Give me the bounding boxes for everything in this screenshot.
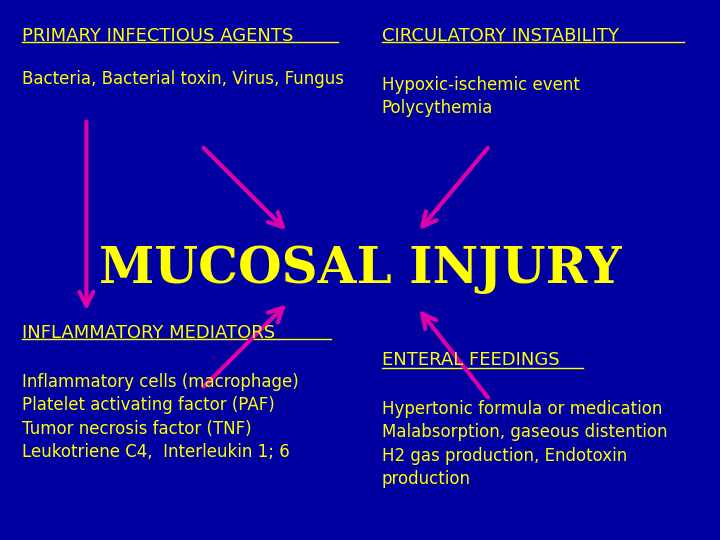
Text: Inflammatory cells (macrophage)
Platelet activating factor (PAF)
Tumor necrosis : Inflammatory cells (macrophage) Platelet… xyxy=(22,373,298,461)
Text: MUCOSAL INJURY: MUCOSAL INJURY xyxy=(99,246,621,294)
Text: Hypoxic-ischemic event
Polycythemia: Hypoxic-ischemic event Polycythemia xyxy=(382,76,580,117)
Text: Bacteria, Bacterial toxin, Virus, Fungus: Bacteria, Bacterial toxin, Virus, Fungus xyxy=(22,70,343,88)
Text: INFLAMMATORY MEDIATORS: INFLAMMATORY MEDIATORS xyxy=(22,324,275,342)
Text: CIRCULATORY INSTABILITY: CIRCULATORY INSTABILITY xyxy=(382,27,618,45)
Text: ENTERAL FEEDINGS: ENTERAL FEEDINGS xyxy=(382,351,559,369)
Text: PRIMARY INFECTIOUS AGENTS: PRIMARY INFECTIOUS AGENTS xyxy=(22,27,293,45)
Text: Hypertonic formula or medication
Malabsorption, gaseous distention
H2 gas produc: Hypertonic formula or medication Malabso… xyxy=(382,400,667,488)
